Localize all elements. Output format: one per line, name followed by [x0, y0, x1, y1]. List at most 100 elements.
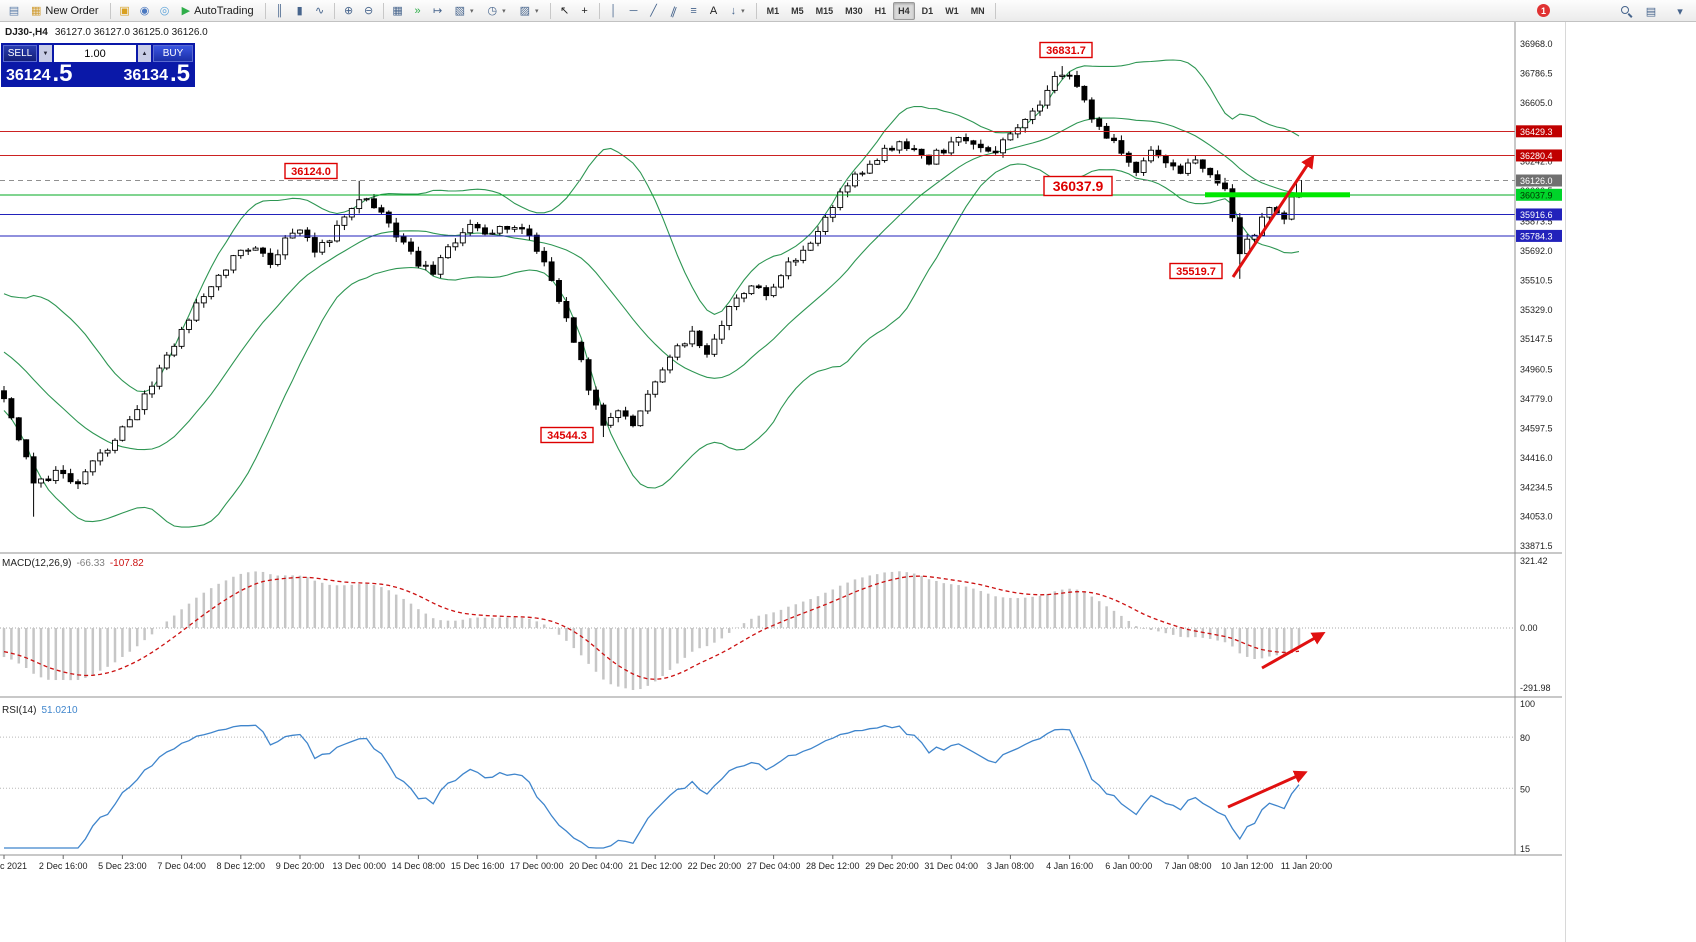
caret-up-icon: ▲ [141, 50, 148, 57]
ohlc-bars-chart-icon[interactable]: ║ [275, 4, 284, 17]
svg-text:34544.3: 34544.3 [547, 430, 587, 442]
mql5-market-icon[interactable]: ▣ [119, 5, 130, 17]
toolbar-overflow-icon[interactable]: ▾ [1677, 5, 1683, 18]
candlestick-chart-icon[interactable]: ▮ [296, 5, 303, 17]
toolbar-separator [549, 2, 551, 19]
autotrading-button-label: AutoTrading [194, 4, 254, 17]
chart-window-icon[interactable]: ▤ [8, 5, 20, 17]
svg-text:33871.5: 33871.5 [1520, 541, 1553, 551]
svg-text:36124.0: 36124.0 [291, 166, 331, 178]
chart-shift-icon[interactable]: ↦ [432, 5, 443, 17]
toolbar-right: ▤ ▾ [1621, 2, 1690, 20]
buy-button[interactable]: BUY [153, 45, 193, 62]
template-dropdown-icon: ▨ [519, 5, 531, 17]
trendline-icon[interactable]: ╱ [650, 5, 657, 17]
svg-text:36831.7: 36831.7 [1046, 45, 1086, 57]
new-order-button-icon: ▦ [31, 5, 42, 17]
svg-text:35147.5: 35147.5 [1520, 334, 1553, 344]
svg-text:34416.0: 34416.0 [1520, 453, 1553, 463]
volume-decrease-button[interactable]: ▼ [39, 45, 52, 62]
toolbar-separator [333, 2, 335, 19]
timeframe-button-h1[interactable]: H1 [874, 5, 887, 16]
time-axis[interactable]: 1 Dec 2021 2 Dec 16:00 5 Dec 23:00 7 Dec 04… [0, 855, 1332, 871]
arrow-objects-dropdown[interactable]: ↓ ▾ [725, 2, 751, 20]
zoom-in-icon[interactable]: ⊕ [343, 5, 354, 17]
svg-text:31 Dec 04:00: 31 Dec 04:00 [924, 861, 978, 871]
trend-arrows[interactable] [1227, 154, 1326, 809]
symbol-period-label: DJ30-,H4 [5, 27, 48, 38]
one-click-trading-panel: SELL ▼ ▲ BUY 36124.5 36134.5 [1, 43, 195, 88]
autotrading-button[interactable]: ▶ AutoTrading [176, 2, 260, 20]
template-dropdown[interactable]: ▨ ▾ [514, 2, 545, 20]
svg-text:35916.6: 35916.6 [1520, 210, 1553, 220]
new-chart-dropdown-icon: ▧ [454, 5, 465, 17]
ask-price: 36134.5 [123, 60, 190, 87]
svg-text:35784.3: 35784.3 [1520, 231, 1553, 241]
main-toolbar: ▤ ▦ New Order ▣ ◉ ◎ ▶ AutoTrading ║ ▮ ∿ ⊕ ⊖ ▦» ↦ ▧ ▾ ◷ ▾ ▨ ▾… [0, 0, 1696, 22]
volume-input[interactable] [54, 45, 136, 62]
period-dropdown[interactable]: ◷ ▾ [482, 2, 512, 20]
svg-text:17 Dec 00:00: 17 Dec 00:00 [510, 861, 564, 871]
auto-scroll-icon[interactable]: » [414, 4, 421, 17]
crosshair-icon[interactable]: + [581, 4, 588, 17]
timeframe-button-m1[interactable]: M1 [766, 5, 780, 16]
toolbar-separator [382, 2, 384, 19]
svg-text:8 Dec 12:00: 8 Dec 12:00 [217, 861, 266, 871]
virtual-hosting-icon[interactable]: ◎ [159, 5, 170, 17]
price-callouts[interactable]: 36831.7 36124.0 36037.9 35519.7 34544.3 [284, 41, 1223, 444]
toolbar-separator [755, 2, 757, 19]
svg-text:36126.0: 36126.0 [1520, 176, 1553, 186]
autotrading-button-icon: ▶ [181, 5, 191, 17]
search-icon[interactable] [1621, 5, 1632, 17]
svg-text:0.00: 0.00 [1520, 623, 1538, 633]
horizontal-line-icon[interactable]: ─ [629, 4, 638, 17]
price-axis[interactable]: 36968.036786.536605.036423.536242.036060… [1516, 39, 1562, 854]
support-highlight-line[interactable] [1205, 192, 1350, 198]
rsi-panel: RSI(14) 51.0210 [0, 705, 1515, 849]
chart-canvas[interactable]: MACD(12,26,9) -66.33 -107.82 RSI(14) 51.0210… [0, 22, 1565, 942]
timeframe-button-m30[interactable]: M30 [845, 5, 863, 16]
text-icon[interactable]: A [709, 4, 718, 17]
timeframe-button-mn[interactable]: MN [970, 5, 985, 16]
svg-text:5 Dec 23:00: 5 Dec 23:00 [98, 861, 147, 871]
svg-text:4 Jan 16:00: 4 Jan 16:00 [1046, 861, 1093, 871]
svg-text:34597.5: 34597.5 [1520, 423, 1553, 433]
line-chart-icon[interactable]: ∿ [314, 5, 325, 17]
toolbar-separator [598, 2, 600, 19]
toolbar-items: ▤ ▦ New Order ▣ ◉ ◎ ▶ AutoTrading ║ ▮ ∿ ⊕ ⊖ ▦» ↦ ▧ ▾ ◷ ▾ ▨ ▾… [4, 0, 1000, 22]
fibonacci-icon[interactable]: ≡ [690, 4, 697, 17]
chart-window-dj30-h4[interactable]: DJ30-,H4 36127.0 36127.0 36125.0 36126.0 … [0, 22, 1566, 942]
svg-text:36429.3: 36429.3 [1520, 127, 1553, 137]
new-chart-dropdown[interactable]: ▧ ▾ [449, 2, 480, 20]
cursor-icon[interactable]: ↖ [559, 5, 570, 17]
caret-down-icon: ▾ [470, 7, 474, 15]
macd-panel: MACD(12,26,9) -66.33 -107.82 [0, 558, 1515, 690]
svg-text:7 Jan 08:00: 7 Jan 08:00 [1164, 861, 1211, 871]
svg-text:36037.9: 36037.9 [1520, 190, 1553, 200]
timeframe-button-w1[interactable]: W1 [945, 5, 959, 16]
sell-button[interactable]: SELL [3, 45, 37, 62]
svg-text:36968.0: 36968.0 [1520, 39, 1553, 49]
new-order-button[interactable]: ▦ New Order [25, 2, 105, 20]
notification-badge[interactable]: 1 [1537, 4, 1550, 17]
vertical-line-icon[interactable]: │ [610, 4, 617, 17]
timeframe-button-h4[interactable]: H4 [893, 1, 915, 20]
channel-icon[interactable]: ∥ [668, 4, 679, 18]
svg-text:100: 100 [1520, 699, 1535, 709]
svg-text:11 Jan 20:00: 11 Jan 20:00 [1281, 861, 1332, 871]
zoom-out-icon[interactable]: ⊖ [363, 5, 374, 17]
codebase-icon[interactable]: ◉ [139, 5, 150, 17]
timeframe-button-m5[interactable]: M5 [791, 5, 804, 16]
volume-increase-button[interactable]: ▲ [138, 45, 151, 62]
svg-text:34053.0: 34053.0 [1520, 512, 1553, 522]
timeframe-button-d1[interactable]: D1 [921, 5, 934, 16]
svg-text:35519.7: 35519.7 [1176, 266, 1216, 278]
svg-text:15 Dec 16:00: 15 Dec 16:00 [451, 861, 505, 871]
timeframe-button-m15[interactable]: M15 [815, 5, 834, 16]
level-lines[interactable] [0, 130, 1515, 237]
svg-text:15: 15 [1520, 844, 1530, 854]
caret-down-icon: ▾ [535, 7, 539, 15]
tile-windows-icon[interactable]: ▦ [392, 5, 403, 17]
svg-text:7 Dec 04:00: 7 Dec 04:00 [157, 861, 206, 871]
chart-list-icon[interactable]: ▤ [1645, 5, 1657, 18]
